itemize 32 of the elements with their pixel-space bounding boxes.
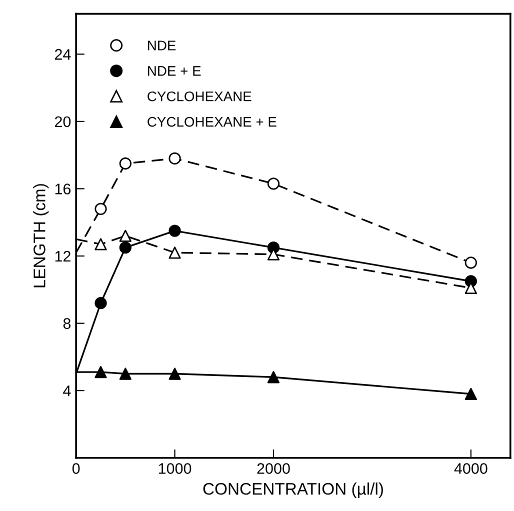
legend-label: NDE <box>148 40 176 50</box>
point <box>267 371 280 384</box>
point <box>168 368 181 380</box>
legend-label: CYCLOHEXANE <box>148 91 252 102</box>
point <box>94 297 107 310</box>
point <box>94 202 107 215</box>
x-tick-label: 4000 <box>454 463 488 474</box>
legend-label: NDE + E <box>148 66 201 76</box>
point <box>94 238 107 250</box>
point <box>119 242 132 254</box>
x-tick-label: 2000 <box>257 463 290 474</box>
y-tick-label: 12 <box>55 250 70 262</box>
point <box>168 224 181 237</box>
point <box>94 366 107 378</box>
point <box>119 157 132 170</box>
legend-label: CYCLOHEXANE + E <box>148 116 276 127</box>
y-tick-label: 16 <box>55 184 71 194</box>
y-axis-title: LENGTH (cm) <box>33 184 49 288</box>
y-tick-label: 20 <box>54 116 71 128</box>
point <box>267 178 280 190</box>
point <box>464 256 477 269</box>
x-tick-label: 1000 <box>158 463 192 474</box>
point <box>119 368 132 380</box>
point <box>168 246 181 259</box>
point <box>168 152 181 165</box>
y-tick-label: 24 <box>54 49 71 60</box>
x-tick-label: 0 <box>72 463 80 474</box>
y-tick-label: 8 <box>63 318 71 329</box>
x-axis-title: CONCENTRATION (µl/l) <box>203 482 383 498</box>
y-tick-label: 4 <box>63 386 71 396</box>
point <box>464 388 477 400</box>
point <box>119 230 132 242</box>
